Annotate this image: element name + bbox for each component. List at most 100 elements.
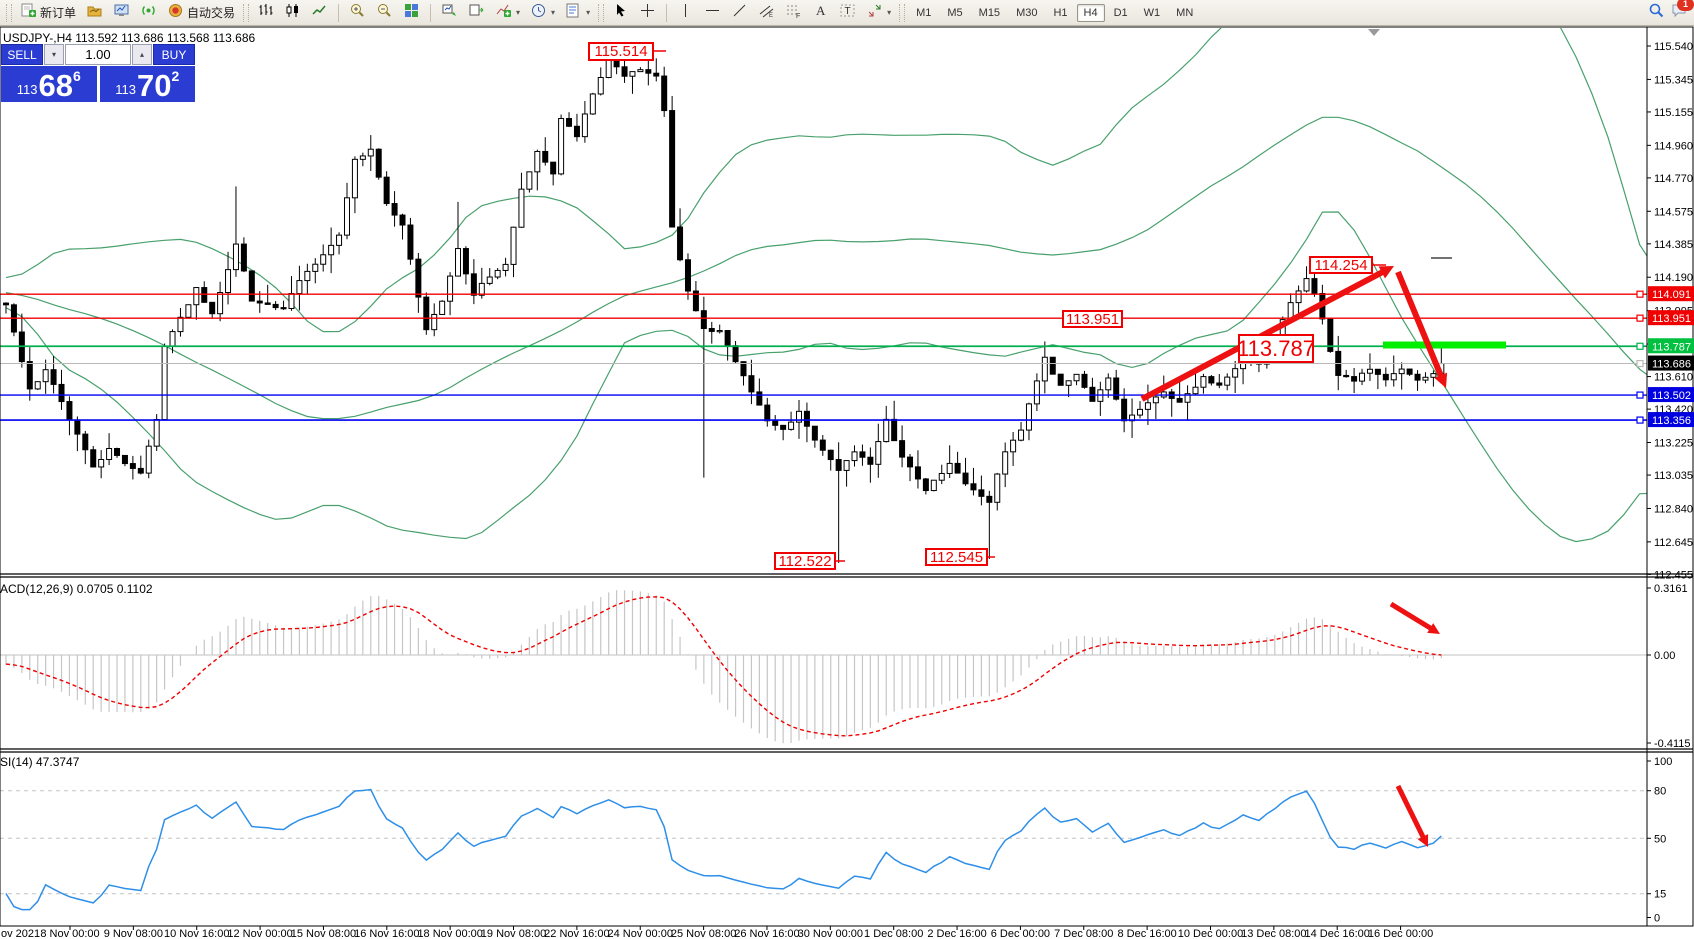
autotrading-button-label: 自动交易 bbox=[187, 6, 236, 20]
trend-arrow[interactable] bbox=[1395, 784, 1429, 847]
date-label: 7 Dec 08:00 bbox=[1054, 928, 1113, 939]
price-annotation[interactable]: 113.951 bbox=[1062, 310, 1123, 328]
timeframe-d1-button[interactable]: D1 bbox=[1113, 6, 1128, 19]
buy-price-box[interactable]: 113 70 2 bbox=[99, 66, 195, 103]
price-annotation[interactable]: 114.254 bbox=[1309, 256, 1373, 274]
fibo-icon: F bbox=[785, 2, 802, 24]
buy-button[interactable]: BUY bbox=[153, 44, 195, 65]
svg-text:113.951: 113.951 bbox=[1652, 313, 1691, 325]
tile-windows-button[interactable] bbox=[399, 3, 424, 23]
date-label: 30 Nov 00:00 bbox=[798, 928, 863, 939]
svg-text:T: T bbox=[845, 6, 851, 17]
crosshair-button[interactable] bbox=[635, 3, 660, 23]
dropdown-arrow-icon: ▾ bbox=[551, 8, 556, 17]
toolbar-separator bbox=[666, 3, 668, 22]
timeframe-h1-button[interactable]: H1 bbox=[1053, 6, 1068, 19]
new-order-button-label: 新订单 bbox=[40, 6, 77, 20]
notifications-button[interactable]: 1 bbox=[1671, 0, 1694, 24]
signals-button[interactable] bbox=[136, 3, 161, 23]
trendline-icon bbox=[731, 2, 748, 24]
trend-arrow[interactable] bbox=[1395, 270, 1448, 388]
svg-text:F: F bbox=[796, 13, 800, 19]
templates-button[interactable]: ▾ bbox=[561, 3, 594, 23]
text-label-button[interactable]: T bbox=[835, 3, 860, 23]
timeframe-m30-button[interactable]: M30 bbox=[1016, 6, 1038, 19]
bar-chart-button[interactable] bbox=[253, 3, 278, 23]
candles-icon bbox=[284, 2, 301, 24]
chart-shift-marker[interactable] bbox=[1368, 29, 1380, 36]
arrows-button[interactable]: ▾ bbox=[862, 3, 895, 23]
price-annotation[interactable]: 112.522 bbox=[774, 552, 836, 570]
arrange-windows-button[interactable] bbox=[437, 3, 462, 23]
cursor-icon bbox=[612, 2, 629, 24]
symbol-info: USDJPY-,H4 113.592 113.686 113.568 113.6… bbox=[3, 31, 256, 45]
rsi-scale-label: 80 bbox=[1654, 786, 1666, 798]
timeframe-mn-button[interactable]: MN bbox=[1176, 6, 1194, 19]
price-badge-113.787: 113.787 bbox=[1648, 338, 1694, 354]
candlestick-chart-button[interactable] bbox=[280, 3, 305, 23]
date-label: 18 Nov 00:00 bbox=[417, 928, 482, 939]
text-button[interactable]: A bbox=[808, 3, 833, 23]
timeframe-m15-button[interactable]: M15 bbox=[978, 6, 1001, 19]
line-chart-button[interactable] bbox=[307, 3, 332, 23]
rsi-label: SI(14) 47.3747 bbox=[0, 755, 80, 769]
price-annotation[interactable]: 112.545 bbox=[925, 548, 988, 566]
vertical-line-button[interactable] bbox=[673, 3, 698, 23]
rsi-scale-label: 100 bbox=[1654, 756, 1672, 768]
fibonacci-button[interactable]: F bbox=[781, 3, 806, 23]
bollinger-upper-band bbox=[5, 28, 1647, 333]
price-tick-label: 112.645 bbox=[1654, 537, 1693, 549]
signals-icon bbox=[140, 2, 157, 24]
new-order-icon bbox=[20, 2, 37, 24]
market-watch-button[interactable] bbox=[109, 3, 134, 23]
indicators-button[interactable]: ▾ bbox=[491, 3, 524, 23]
channel-icon: E bbox=[758, 2, 775, 24]
date-label: 13 Dec 08:00 bbox=[1241, 928, 1306, 939]
indicators-icon bbox=[495, 2, 512, 24]
dropdown-arrow-icon: ▾ bbox=[586, 8, 591, 17]
volume-input[interactable] bbox=[65, 44, 131, 65]
price-annotation[interactable]: 113.787 bbox=[1237, 334, 1315, 363]
periods-button[interactable]: ▾ bbox=[526, 3, 559, 23]
autotrading-button[interactable]: 自动交易 bbox=[163, 3, 239, 23]
volume-increase-button[interactable]: ▴ bbox=[132, 44, 152, 65]
macd-signal-line bbox=[5, 596, 1442, 737]
timeframe-h4-button[interactable]: H4 bbox=[1076, 3, 1105, 22]
date-label: 24 Nov 00:00 bbox=[608, 928, 673, 939]
price-annotation[interactable]: 115.514 bbox=[588, 42, 654, 61]
date-label: 8 Dec 16:00 bbox=[1117, 928, 1176, 939]
arrange-icon bbox=[441, 2, 458, 24]
profiles-button[interactable] bbox=[82, 3, 107, 23]
chart-shift-button[interactable] bbox=[464, 3, 489, 23]
timeframe-w1-button[interactable]: W1 bbox=[1143, 6, 1161, 19]
shift-icon bbox=[468, 2, 485, 24]
timeframe-m5-button[interactable]: M5 bbox=[947, 6, 963, 19]
price-tick-label: 112.840 bbox=[1654, 503, 1693, 515]
sell-price-pipette: 6 bbox=[72, 68, 81, 84]
horizontal-line-button[interactable] bbox=[700, 3, 725, 23]
zoom-out-button[interactable] bbox=[372, 3, 397, 23]
text-icon: A bbox=[812, 2, 829, 24]
trend-arrow[interactable] bbox=[1389, 601, 1440, 634]
date-label: 8 Nov 00:00 bbox=[40, 928, 99, 939]
timeframe-m1-button[interactable]: M1 bbox=[916, 6, 932, 19]
autotrading-icon bbox=[167, 2, 184, 24]
price-tick-label: 113.225 bbox=[1654, 438, 1693, 450]
buy-price-main: 70 bbox=[136, 68, 172, 103]
equidistant-channel-button[interactable]: E bbox=[754, 3, 779, 23]
cursor-button[interactable] bbox=[608, 3, 633, 23]
new-order-button[interactable]: 新订单 bbox=[16, 3, 80, 23]
rsi-scale-label: 0 bbox=[1654, 913, 1660, 925]
sell-button[interactable]: SELL bbox=[1, 44, 43, 65]
date-label: 25 Nov 08:00 bbox=[671, 928, 736, 939]
price-tick-label: 113.035 bbox=[1654, 470, 1693, 482]
trendline-button[interactable] bbox=[727, 3, 752, 23]
price-badge-113.356: 113.356 bbox=[1648, 412, 1694, 428]
zoom-in-button[interactable] bbox=[345, 3, 370, 23]
volume-decrease-button[interactable]: ▾ bbox=[44, 44, 64, 65]
price-badge-114.091: 114.091 bbox=[1648, 286, 1694, 302]
search-icon[interactable] bbox=[1648, 2, 1665, 24]
sell-price-box[interactable]: 113 68 6 bbox=[1, 66, 97, 102]
toolbar-separator bbox=[430, 3, 432, 22]
